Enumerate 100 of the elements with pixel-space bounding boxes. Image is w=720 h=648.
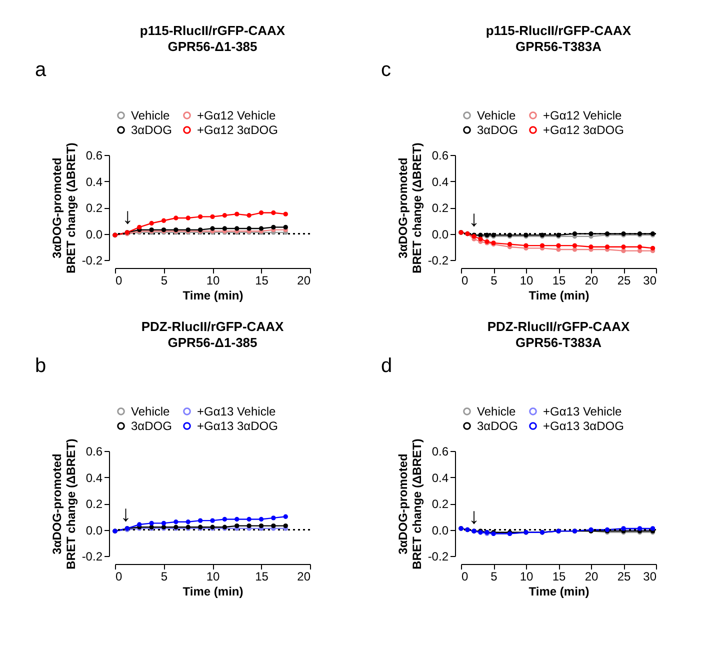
point [588, 231, 594, 236]
point [271, 516, 276, 520]
y-axis-title: 3αDOG-promoted BRET change (ΔBRET) [396, 438, 424, 570]
x-tick-label: 25 [617, 274, 631, 288]
x-tick-label: 10 [206, 570, 220, 584]
x-tick-label: 30 [643, 274, 657, 288]
y-tick-label: 0.2 [86, 497, 103, 511]
point [246, 213, 252, 218]
x-tick-label: 20 [297, 570, 311, 584]
y-tick-label: 0.4 [86, 470, 103, 485]
x-tick-label: 0 [116, 570, 122, 584]
legend-label: Vehicle [477, 108, 516, 122]
point [271, 224, 276, 230]
point [588, 244, 594, 250]
point [507, 242, 512, 247]
y-tick-label: 0.0 [86, 227, 103, 242]
point [210, 214, 215, 220]
x-tick-label: 15 [255, 570, 269, 584]
point [149, 220, 154, 226]
point [222, 516, 228, 522]
x-axis-title: Time (min) [182, 288, 244, 302]
y-tick-label: 0.6 [432, 148, 449, 162]
point [283, 514, 288, 519]
y-axis-title: 3αDOG-promoted BRET change (ΔBRET) [50, 438, 78, 570]
point [161, 520, 166, 526]
annotation: ↓ [122, 204, 134, 228]
legend-label: 3αDOG [477, 123, 518, 137]
point [246, 523, 252, 528]
point [258, 226, 264, 231]
point [186, 216, 190, 220]
point [246, 516, 252, 522]
x-tick-label: 0 [116, 274, 122, 288]
legend-label: +Gα12 3αDOG [543, 123, 624, 137]
chart-title: PDZ-RlucII/rGFP-CAAX [141, 319, 284, 334]
text: a [35, 59, 47, 81]
annotation: ↓ [468, 206, 480, 232]
point [186, 520, 190, 524]
x-tick-label: 15 [552, 274, 566, 288]
y-tick-label: 0.0 [432, 227, 449, 242]
legend-label: Vehicle [477, 404, 516, 418]
point [572, 243, 578, 248]
point [234, 226, 240, 231]
x-tick-label: 20 [297, 274, 311, 288]
point [222, 226, 228, 231]
point [271, 210, 276, 216]
point [174, 520, 178, 524]
x-tick-label: 10 [520, 570, 534, 584]
x-axis-title: Time (min) [182, 584, 244, 598]
legend-label: 3αDOG [131, 123, 172, 137]
x-tick-label: 25 [617, 570, 631, 584]
legend-label: +Gα12 Vehicle [543, 108, 622, 122]
y-tick-label: 0.4 [432, 174, 449, 189]
y-tick-label: 0.0 [432, 523, 449, 538]
chart-subtitle: GPR56-T383A [516, 335, 602, 350]
y-tick-label: 0.2 [432, 497, 449, 511]
y-tick-label: -0.2 [428, 254, 449, 268]
y-tick-label: 0.0 [86, 523, 103, 538]
point [258, 523, 264, 528]
chart-title: p115-RlucII/rGFP-CAAX [140, 23, 286, 38]
point [271, 523, 276, 528]
y-tick-label: -0.2 [82, 550, 103, 564]
chart-subtitle: GPR56-Δ1-385 [168, 335, 258, 350]
y-tick-label: 0.6 [86, 148, 103, 162]
point [246, 226, 252, 231]
point [210, 518, 215, 523]
y-tick-label: 0.4 [432, 470, 449, 485]
x-axis-title: Time (min) [528, 288, 590, 302]
point [283, 523, 288, 528]
chart-subtitle: GPR56-Δ1-385 [168, 39, 258, 54]
x-tick-label: 5 [490, 274, 498, 288]
point [283, 224, 288, 230]
annotation: ↓ [120, 500, 132, 526]
legend-label: +Gα13 3αDOG [197, 419, 278, 433]
y-tick-label: 0.2 [432, 201, 449, 215]
x-tick-label: 20 [584, 570, 598, 584]
x-tick-label: 30 [643, 570, 657, 584]
point [572, 247, 578, 252]
x-tick-label: 5 [160, 570, 168, 584]
legend-label: 3αDOG [131, 419, 172, 433]
legend-label: +Gα13 Vehicle [543, 404, 622, 418]
annotation: ↓ [468, 503, 480, 528]
chart-title: PDZ-RlucII/rGFP-CAAX [487, 319, 630, 334]
point [234, 523, 240, 528]
legend-label: +Gα13 Vehicle [197, 404, 276, 418]
x-axis-title: Time (min) [528, 584, 590, 598]
point [283, 212, 288, 216]
point [478, 236, 483, 242]
point [258, 516, 264, 522]
y-tick-label: 0.2 [86, 201, 103, 215]
y-axis-title: 3αDOG-promoted BRET change (ΔBRET) [50, 142, 78, 274]
y-axis-title: 3αDOG-promoted BRET change (ΔBRET) [396, 142, 424, 274]
point [234, 212, 240, 216]
point [258, 210, 264, 216]
x-tick-label: 20 [584, 274, 598, 288]
point [174, 216, 178, 220]
point [234, 516, 240, 522]
x-tick-label: 15 [552, 570, 566, 584]
point [137, 224, 142, 230]
legend-label: 3αDOG [477, 419, 518, 433]
point [198, 214, 203, 220]
